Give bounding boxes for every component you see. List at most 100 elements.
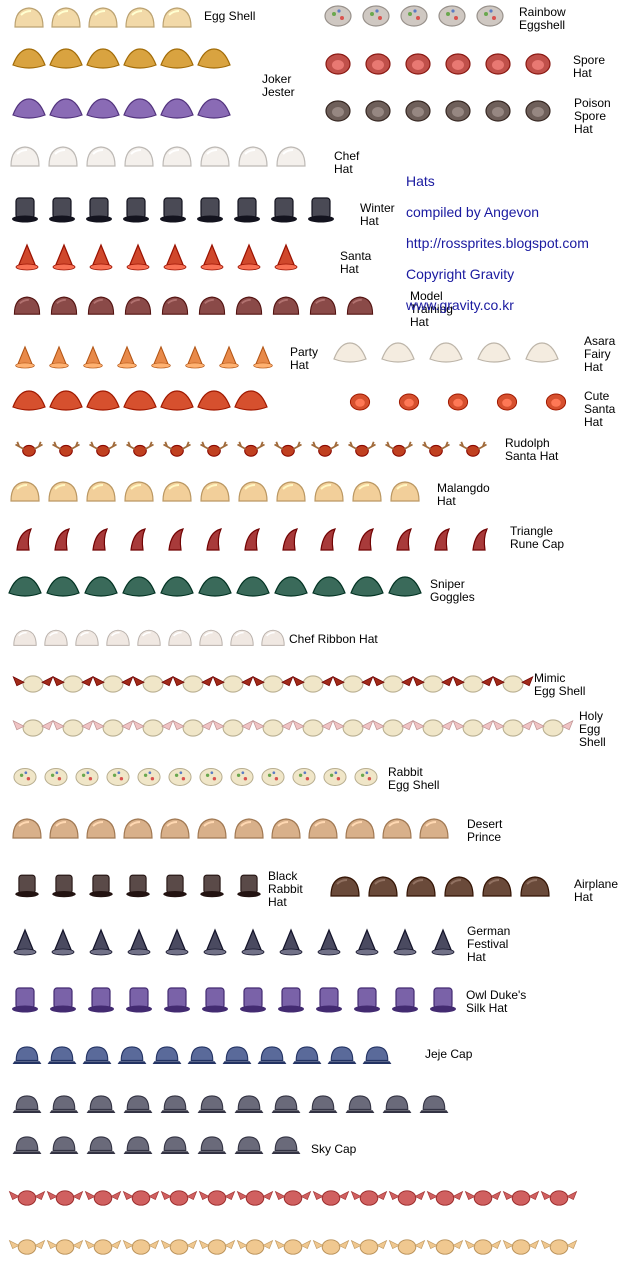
triangle-rune-cap-sprite-7 bbox=[244, 528, 261, 551]
label-egg-shell: Egg Shell bbox=[204, 9, 256, 23]
malangdo-hat-sprite-6 bbox=[200, 481, 230, 502]
winter-hat-sprite-5 bbox=[160, 197, 186, 223]
label-airplane-hat: Airplane Hat bbox=[574, 877, 619, 904]
label-malangdo-hat: Malangdo Hat bbox=[437, 481, 490, 508]
chef-hat-sprite-5 bbox=[162, 146, 192, 167]
red-wing-hat-sprite-5 bbox=[160, 1190, 198, 1206]
german-festival-hat-sprite-3 bbox=[89, 928, 113, 956]
mimic-egg-shell-sprite-11 bbox=[412, 675, 454, 693]
rudolph-santa-hat-sprite-6 bbox=[200, 441, 228, 457]
model-training-hat-sprite-3 bbox=[87, 296, 115, 315]
cute-santa-hat-b-sprite-5 bbox=[545, 393, 567, 411]
party-hat-sprite-6 bbox=[185, 345, 205, 369]
german-festival-hat-sprite-11 bbox=[393, 928, 417, 956]
german-festival-hat-sprite-10 bbox=[355, 928, 379, 956]
gold-wing-hat-sprite-11 bbox=[388, 1239, 426, 1255]
rudolph-santa-hat-sprite-2 bbox=[52, 441, 80, 457]
german-festival-hat-sprite-2 bbox=[51, 928, 75, 956]
label-triangle-rune-cap: Triangle Rune Cap bbox=[510, 524, 565, 551]
gold-wing-hat-sprite-2 bbox=[46, 1239, 84, 1255]
chef-hat-sprite-8 bbox=[276, 146, 306, 167]
red-wing-hat-sprite-1 bbox=[8, 1190, 46, 1206]
holy-egg-shell-sprite-10 bbox=[372, 719, 414, 737]
rainbow-eggshell-sprite-1 bbox=[324, 5, 352, 27]
sniper-goggles-sprite-5 bbox=[160, 576, 194, 597]
winter-hat-sprite-6 bbox=[197, 197, 223, 223]
owl-duke-silk-hat-sprite-6 bbox=[202, 987, 228, 1013]
spore-hat-sprite-5 bbox=[485, 53, 511, 75]
party-hat-sprite-5 bbox=[151, 345, 171, 369]
credits-site: www.gravity.co.kr bbox=[406, 296, 514, 313]
holy-egg-shell-sprite-12 bbox=[452, 719, 494, 737]
party-hat-sprite-8 bbox=[253, 345, 273, 369]
sky-cap-sprite-5 bbox=[160, 1095, 190, 1113]
triangle-rune-cap-sprite-3 bbox=[92, 528, 109, 551]
credits-title: Hats bbox=[406, 172, 435, 189]
rabbit-egg-shell-sprite-11 bbox=[323, 767, 347, 787]
owl-duke-silk-hat-sprite-1 bbox=[12, 987, 38, 1013]
malangdo-hat-sprite-2 bbox=[48, 481, 78, 502]
chef-ribbon-hat-sprite-9 bbox=[261, 629, 285, 646]
model-training-hat-sprite-1 bbox=[13, 296, 41, 315]
cute-santa-hat-sprite-1 bbox=[12, 390, 46, 411]
label-desert-prince: Desert Prince bbox=[467, 817, 503, 844]
jeje-cap-sprite-5 bbox=[152, 1046, 182, 1064]
label-holy-egg-shell: Holy Egg Shell bbox=[579, 709, 606, 749]
sky-cap-sprite-1 bbox=[12, 1095, 42, 1113]
black-rabbit-hat-sprite-2 bbox=[52, 874, 76, 898]
model-training-hat-sprite-8 bbox=[272, 296, 300, 315]
triangle-rune-cap-sprite-13 bbox=[472, 528, 489, 551]
jeje-cap-sprite-3 bbox=[82, 1046, 112, 1064]
santa-hat-sprite-8 bbox=[274, 243, 298, 271]
triangle-rune-cap-sprite-6 bbox=[206, 528, 223, 551]
jeje-cap-sprite-2 bbox=[47, 1046, 77, 1064]
mimic-egg-shell-sprite-4 bbox=[132, 675, 174, 693]
poison-spore-hat-sprite-3 bbox=[405, 100, 431, 122]
label-rabbit-egg-shell: Rabbit Egg Shell bbox=[388, 765, 440, 792]
rainbow-eggshell-sprite-5 bbox=[476, 5, 504, 27]
owl-duke-silk-hat-sprite-2 bbox=[50, 987, 76, 1013]
asara-fairy-hat-sprite-2 bbox=[381, 342, 415, 363]
cute-santa-hat-sprite-6 bbox=[197, 390, 231, 411]
triangle-rune-cap-sprite-4 bbox=[130, 528, 147, 551]
gold-wing-hat-sprite-10 bbox=[350, 1239, 388, 1255]
rabbit-egg-shell-sprite-3 bbox=[75, 767, 99, 787]
holy-egg-shell-sprite-3 bbox=[92, 719, 134, 737]
chef-hat-sprite-2 bbox=[48, 146, 78, 167]
chef-ribbon-hat-sprite-3 bbox=[75, 629, 99, 646]
malangdo-hat-sprite-7 bbox=[238, 481, 268, 502]
malangdo-hat-sprite-5 bbox=[162, 481, 192, 502]
asara-fairy-hat-sprite-4 bbox=[477, 342, 511, 363]
red-wing-hat-sprite-6 bbox=[198, 1190, 236, 1206]
cute-santa-hat-b-sprite-3 bbox=[447, 393, 469, 411]
sky-cap-sprite-4 bbox=[123, 1095, 153, 1113]
cute-santa-hat-b-sprite-2 bbox=[398, 393, 420, 411]
label-joker-jester: Joker Jester bbox=[262, 72, 295, 99]
red-wing-hat-sprite-2 bbox=[46, 1190, 84, 1206]
holy-egg-shell-sprite-7 bbox=[252, 719, 294, 737]
desert-prince-sprite-8 bbox=[271, 818, 301, 839]
sky-cap-b-sprite-8 bbox=[271, 1136, 301, 1154]
gold-wing-hat-sprite-4 bbox=[122, 1239, 160, 1255]
owl-duke-silk-hat-sprite-10 bbox=[354, 987, 380, 1013]
holy-egg-shell-sprite-1 bbox=[12, 719, 54, 737]
rabbit-egg-shell-sprite-8 bbox=[230, 767, 254, 787]
joker-jester-sprite-3 bbox=[86, 48, 120, 69]
red-wing-hat-sprite-14 bbox=[502, 1190, 540, 1206]
gold-wing-hat-sprite-14 bbox=[502, 1239, 540, 1255]
triangle-rune-cap-sprite-2 bbox=[54, 528, 71, 551]
german-festival-hat-sprite-4 bbox=[127, 928, 151, 956]
german-festival-hat-sprite-9 bbox=[317, 928, 341, 956]
credits-block: Hats compiled by Angevon http://rossprit… bbox=[406, 158, 589, 329]
joker-jester-sprite-6 bbox=[197, 48, 231, 69]
winter-hat-sprite-9 bbox=[308, 197, 334, 223]
gold-wing-hat-sprite-8 bbox=[274, 1239, 312, 1255]
rabbit-egg-shell-sprite-7 bbox=[199, 767, 223, 787]
airplane-hat-sprite-5 bbox=[482, 876, 512, 897]
black-rabbit-hat-sprite-7 bbox=[237, 874, 261, 898]
santa-hat-sprite-3 bbox=[89, 243, 113, 271]
german-festival-hat-sprite-1 bbox=[13, 928, 37, 956]
owl-duke-silk-hat-sprite-12 bbox=[430, 987, 456, 1013]
label-rudolph-santa-hat: Rudolph Santa Hat bbox=[505, 436, 559, 463]
desert-prince-sprite-6 bbox=[197, 818, 227, 839]
